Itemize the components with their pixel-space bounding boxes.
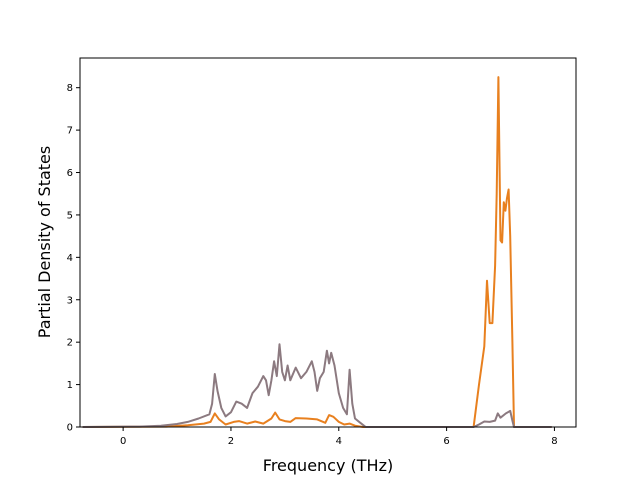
y-tick-label: 7: [67, 126, 73, 137]
y-tick-label: 3: [67, 295, 73, 306]
x-tick-label: 4: [336, 436, 342, 447]
x-tick-label: 2: [228, 436, 234, 447]
series-line-2: [82, 343, 552, 428]
y-axis-ticks: 0 1 2 3 4 5 6 7 8: [67, 83, 80, 434]
y-tick-label: 5: [67, 210, 73, 221]
series-layer: [82, 76, 552, 428]
x-axis-label: Frequency (THz): [263, 456, 393, 475]
y-tick-label: 0: [67, 423, 73, 434]
plot-area-frame: [79, 57, 577, 428]
y-tick-label: 4: [67, 253, 73, 264]
y-tick-label: 1: [67, 380, 73, 391]
y-tick-label: 8: [67, 83, 73, 94]
y-axis-label: Partial Density of States: [35, 146, 54, 338]
x-tick-label: 8: [551, 436, 557, 447]
x-tick-label: 6: [443, 436, 449, 447]
x-tick-label: 0: [120, 436, 126, 447]
y-tick-label: 6: [67, 168, 73, 179]
y-tick-label: 2: [67, 338, 73, 349]
x-axis-ticks: 0 2 4 6 8: [120, 427, 558, 447]
series-line-1: [82, 76, 552, 428]
